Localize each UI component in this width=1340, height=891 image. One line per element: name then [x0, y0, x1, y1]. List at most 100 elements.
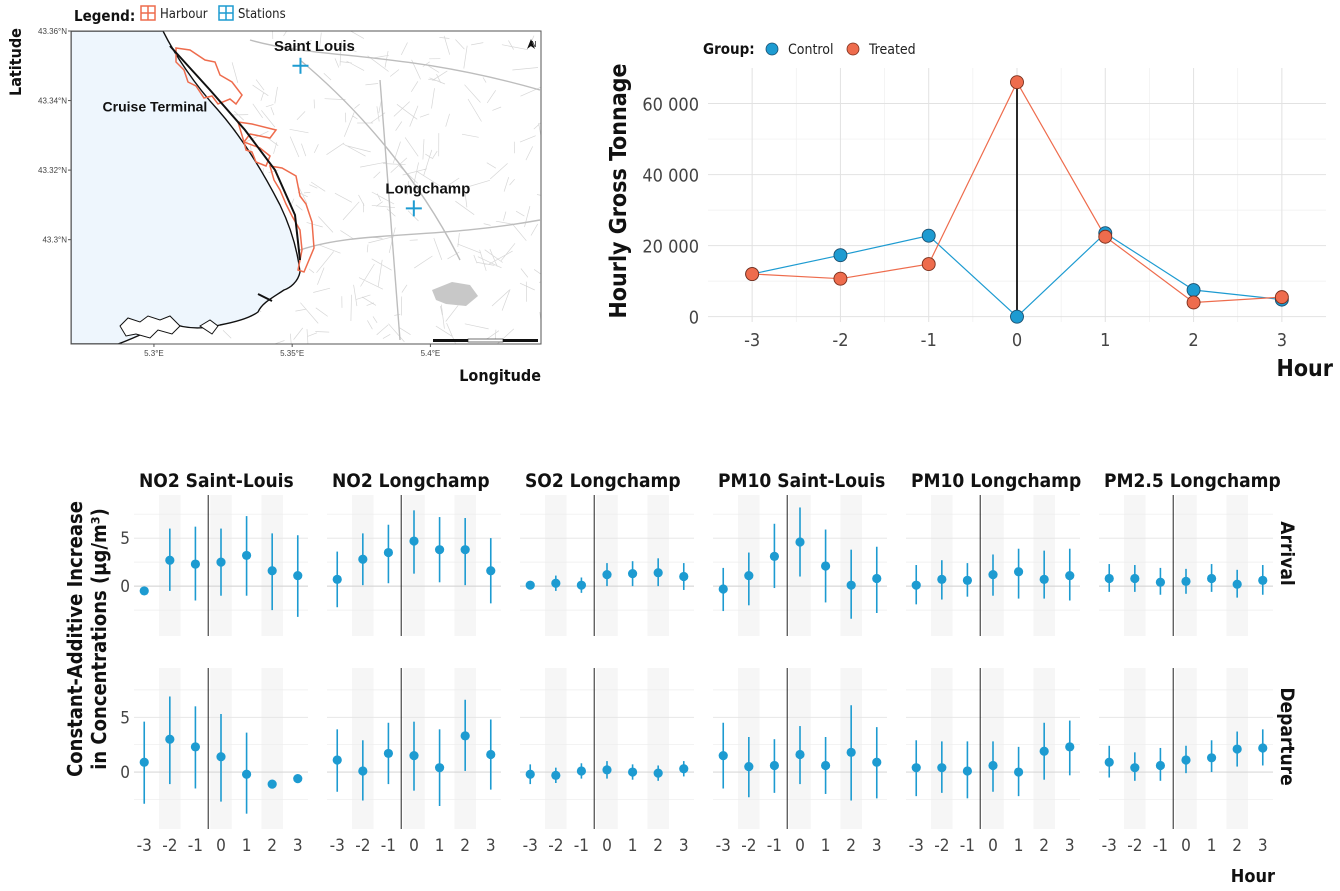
north-arrow-icon: N: [527, 39, 536, 49]
facet-x-tick-label: -1: [1153, 836, 1168, 856]
map-lat-tick-label: 43.32°N: [38, 166, 67, 175]
map-place-longchamp: Longchamp: [385, 180, 470, 217]
map-place-cruise-terminal: Cruise Terminal: [103, 99, 208, 115]
facet-column-titles: NO2 Saint-Louis NO2 Longchamp SO2 Longcham…: [139, 470, 1281, 492]
line-x-tick-label: -1: [921, 330, 937, 351]
facet-x-tick-label: 3: [486, 836, 496, 856]
facet-x-tick-label: -2: [1127, 836, 1142, 856]
map-places: Saint Louis Longchamp Cruise Terminal: [103, 38, 470, 217]
map-scale-bar: [433, 338, 538, 343]
facet-x-tick-label: -3: [1102, 836, 1117, 856]
map-island: [119, 315, 181, 339]
estimate-hour-2: [1039, 574, 1049, 585]
line-x-tick-label: 2: [1188, 330, 1198, 351]
estimate-hour-3: [486, 749, 496, 760]
point-control-hour-0: [1010, 309, 1024, 324]
facet-x-axis-label: Hour: [1231, 866, 1275, 887]
facet-x-tick-label: 2: [1039, 836, 1049, 856]
estimate-hour--1: [190, 742, 201, 752]
estimate-hour--1: [1155, 577, 1166, 587]
estimate-hour--3: [1104, 757, 1114, 767]
estimate-hour--2: [1130, 763, 1140, 773]
pointrange-pm2-5-longchamp-departure: [1104, 729, 1268, 781]
pointrange-no2-longchamp-arrival: [332, 510, 496, 608]
facet-x-tick-label: 1: [435, 836, 445, 856]
estimate-hour-1: [627, 569, 638, 579]
facet-x-tick-label: 2: [267, 836, 277, 856]
facet-column-title-no2-longchamp: NO2 Longchamp: [332, 470, 490, 492]
facet-x-tick-label: 0: [795, 836, 805, 856]
estimate-hour--2: [358, 766, 368, 776]
facet-x-tick-label: -3: [137, 836, 152, 856]
facet-pm10-longchamp-arrival: [906, 495, 1080, 636]
estimate-hour--2: [551, 770, 561, 780]
pointrange-pm2-5-longchamp-arrival: [1104, 564, 1268, 598]
facet-x-tick-label: -3: [909, 836, 924, 856]
facet-row-titles: Arrival Departure: [1276, 521, 1298, 785]
facet-y-axis-label-line-1: Constant-Additive Increase: [63, 501, 87, 777]
estimate-hour-2: [846, 747, 856, 757]
facet-x-tick-label: 1: [628, 836, 638, 856]
scale-bar-dark-2: [503, 339, 538, 342]
facet-x-tick-label: 2: [846, 836, 856, 856]
estimate-hour-0: [602, 570, 612, 580]
station-label: Saint Louis: [274, 38, 355, 55]
point-treated-hour--1: [921, 257, 936, 272]
estimate-hour--1: [1155, 760, 1166, 771]
place-label: Cruise Terminal: [103, 99, 208, 115]
estimate-hour-1: [627, 767, 638, 777]
estimate-hour-3: [1258, 575, 1268, 585]
map-lon-tick-label: 5.35°E: [280, 349, 304, 358]
estimate-hour--3: [911, 580, 921, 590]
pointrange-no2-saint-louis-departure: [139, 696, 303, 814]
estimate-hour--3: [525, 580, 535, 590]
line-x-tick-label: 0: [1012, 330, 1022, 351]
facet-x-tick-label: 3: [293, 836, 303, 856]
estimate-hour-1: [1013, 567, 1024, 577]
facet-x-tick-label: 3: [1258, 836, 1268, 856]
control-legend-label: Control: [788, 42, 834, 58]
map-lon-tick-label: 5.3°E: [144, 349, 164, 358]
estimate-hour-2: [460, 731, 470, 741]
map-legend-title: Legend:: [74, 7, 135, 25]
facet-hour-band: [1226, 495, 1248, 636]
line-x-tick-label: 1: [1100, 330, 1110, 351]
point-control-hour-2: [1186, 283, 1201, 297]
estimate-hour-0: [1181, 576, 1191, 586]
facet-x-tick-label: 0: [602, 836, 612, 856]
harbour-legend-label: Harbour: [160, 7, 208, 22]
estimate-hour-3: [679, 764, 689, 774]
map-area: [71, 31, 541, 344]
facet-hour-band: [596, 668, 618, 829]
estimate-hour-1: [1206, 753, 1217, 763]
facet-x-tick-label: 0: [409, 836, 419, 856]
line-chart-y-tick-labels: 0 20 000 40 000 60 000: [642, 95, 699, 329]
map-axis-ticks: 5.3°E 5.35°E 5.4°E 43.36°N 43.34°N 43.32°N 43.…: [38, 27, 440, 358]
estimate-hour--3: [139, 586, 149, 596]
facet-row-title-departure: Departure: [1276, 687, 1298, 785]
estimate-hour-0: [216, 557, 226, 567]
estimate-hour--3: [718, 584, 728, 594]
line-x-tick-label: -2: [832, 330, 848, 351]
map-lon-tick-label: 5.4°E: [421, 349, 441, 358]
estimate-hour--2: [937, 763, 947, 773]
line-y-tick-label: 20 000: [642, 237, 699, 258]
line-x-axis-label: Hour: [1277, 356, 1334, 382]
line-chart-x-tick-labels: -3 -2 -1 0 1 2 3: [744, 330, 1287, 351]
estimate-hour-3: [293, 570, 303, 581]
line-y-tick-label: 40 000: [642, 166, 699, 187]
estimate-hour-1: [820, 760, 831, 771]
facet-y-axis-label-line-2: in Concentrations (µg/m³): [87, 508, 111, 770]
estimate-hour-3: [293, 774, 303, 784]
line-y-tick-label: 60 000: [642, 95, 699, 116]
harbour-outline: [175, 47, 315, 273]
estimate-hour-1: [820, 561, 831, 571]
scale-bar-light: [467, 338, 504, 343]
facet-x-tick-label: -1: [381, 836, 396, 856]
breakwater: [169, 45, 301, 261]
estimate-hour-0: [795, 749, 805, 760]
estimate-hour--1: [962, 766, 973, 776]
estimate-hour-2: [846, 580, 856, 590]
